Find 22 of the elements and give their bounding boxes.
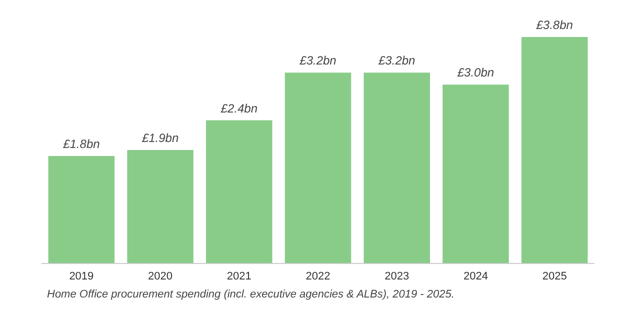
text: Home Office procurement spending (incl. executive agencies & ALBs), 2019 - 2025. [47, 288, 454, 300]
bar [364, 72, 430, 263]
x-tick-label: 2024 [463, 270, 488, 282]
x-tick-label: 2020 [148, 270, 173, 282]
bar [127, 150, 194, 263]
data-label: £3.2bn [378, 54, 416, 68]
data-label: £2.4bn [220, 101, 258, 116]
bar [521, 37, 588, 263]
data-label: £3.0bn [456, 66, 494, 80]
bar [442, 84, 509, 263]
data-label: £3.2bn [298, 54, 337, 68]
bar [206, 120, 272, 263]
x-tick-label: 2023 [384, 270, 410, 282]
data-label: £1.9bn [140, 131, 179, 145]
data-label: £3.8bn [535, 18, 574, 32]
data-label: £1.8bn [62, 136, 100, 151]
x-tick-label: 2019 [69, 270, 94, 282]
x-tick-label: 2025 [542, 270, 567, 282]
x-tick-label: 2021 [226, 270, 252, 282]
bar [48, 156, 115, 263]
x-tick-label: 2022 [306, 270, 330, 282]
bar [284, 72, 352, 263]
